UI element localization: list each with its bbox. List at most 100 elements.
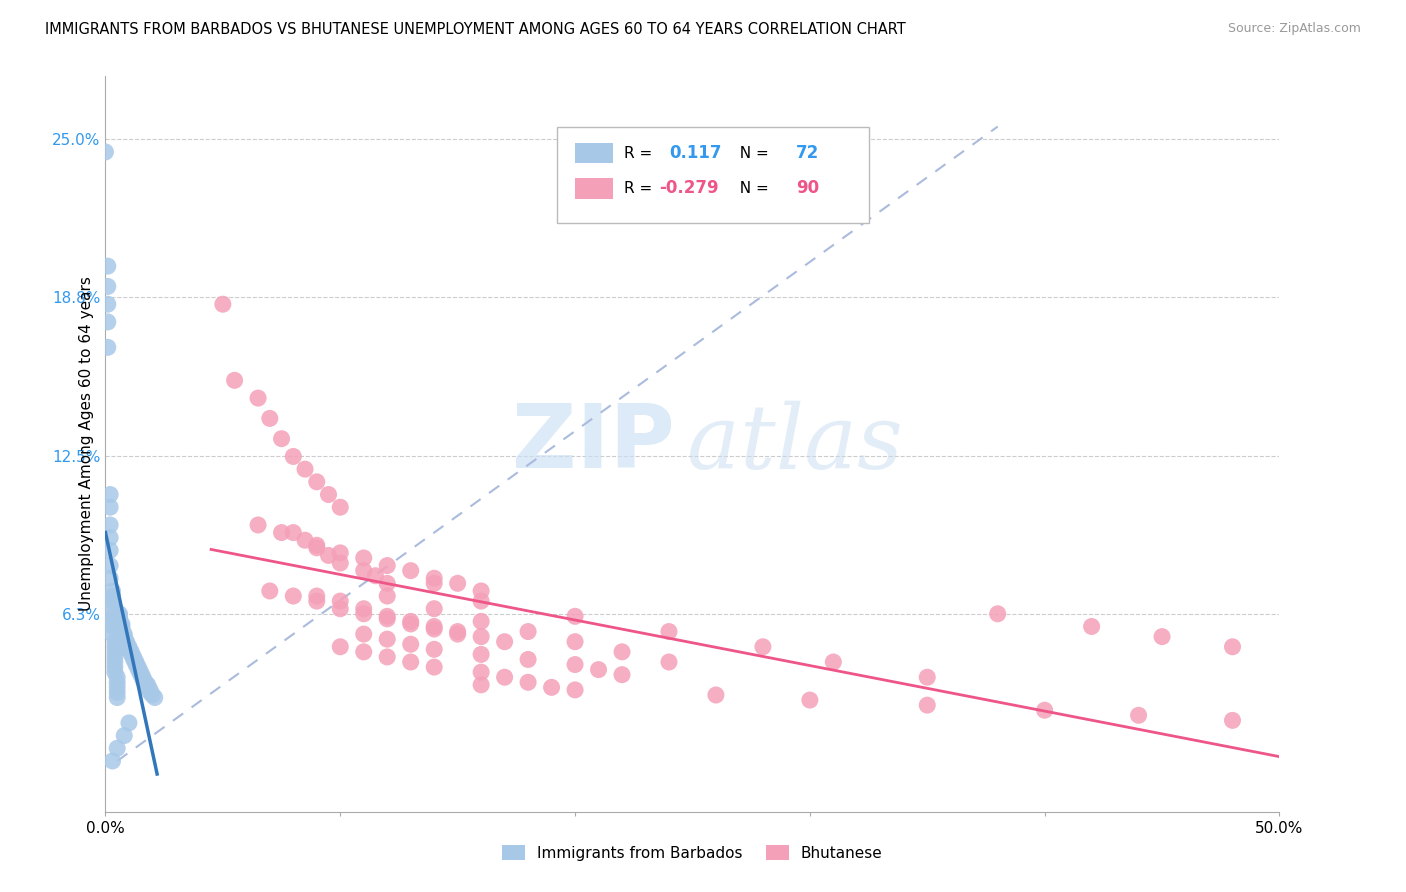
Point: [108, 612, 131, 626]
Point: [98, 531, 121, 545]
Point: [101, 589, 124, 603]
Point: [125, 657, 148, 672]
Point: [423, 601, 446, 615]
Point: [1128, 708, 1150, 723]
Point: [399, 637, 422, 651]
Y-axis label: Unemployment Among Ages 60 to 64 years: Unemployment Among Ages 60 to 64 years: [79, 277, 94, 611]
Point: [141, 688, 163, 702]
Point: [98, 500, 121, 515]
Point: [799, 693, 821, 707]
Point: [470, 583, 492, 598]
Point: [108, 615, 131, 629]
Point: [1222, 714, 1244, 728]
Point: [353, 607, 375, 621]
Point: [98, 518, 121, 533]
Point: [101, 754, 124, 768]
Point: [270, 432, 292, 446]
Point: [375, 589, 398, 603]
Point: [470, 630, 492, 644]
Point: [120, 648, 142, 662]
Point: [494, 670, 516, 684]
Point: [98, 487, 121, 501]
Point: [127, 663, 149, 677]
Point: [259, 583, 281, 598]
Point: [917, 670, 939, 684]
Point: [112, 630, 135, 644]
Text: N =: N =: [730, 181, 773, 196]
Point: [211, 297, 233, 311]
Point: [97, 315, 120, 329]
Point: [101, 594, 124, 608]
Point: [517, 624, 540, 639]
Point: [588, 663, 610, 677]
FancyBboxPatch shape: [575, 178, 613, 199]
Point: [399, 615, 422, 629]
Point: [517, 675, 540, 690]
Point: [118, 642, 141, 657]
Point: [364, 568, 387, 582]
Point: [375, 632, 398, 647]
Point: [104, 660, 127, 674]
Point: [283, 525, 305, 540]
Point: [329, 546, 352, 560]
Point: [105, 681, 128, 695]
Point: [447, 627, 470, 641]
Point: [423, 622, 446, 636]
Point: [917, 698, 939, 713]
Point: [115, 634, 138, 648]
Point: [108, 607, 131, 621]
Point: [97, 259, 120, 273]
Legend: Immigrants from Barbados, Bhutanese: Immigrants from Barbados, Bhutanese: [496, 838, 889, 867]
Point: [564, 609, 586, 624]
Point: [270, 525, 292, 540]
Text: Source: ZipAtlas.com: Source: ZipAtlas.com: [1227, 22, 1361, 36]
Point: [399, 564, 422, 578]
Text: 72: 72: [796, 145, 820, 162]
Point: [143, 690, 166, 705]
Point: [353, 627, 375, 641]
Point: [823, 655, 845, 669]
Point: [305, 594, 328, 608]
Point: [129, 667, 152, 681]
Point: [1080, 619, 1102, 633]
Point: [375, 612, 398, 626]
Point: [305, 541, 328, 555]
Point: [329, 640, 352, 654]
Point: [97, 340, 120, 354]
Point: [98, 558, 121, 573]
Point: [132, 670, 155, 684]
Point: [610, 645, 633, 659]
Point: [101, 615, 124, 629]
Point: [132, 673, 155, 687]
Point: [375, 576, 398, 591]
Text: ZIP: ZIP: [512, 401, 675, 487]
Point: [105, 690, 128, 705]
Point: [122, 649, 145, 664]
Point: [305, 589, 328, 603]
Point: [353, 551, 375, 566]
Point: [139, 685, 162, 699]
Point: [658, 655, 681, 669]
Point: [329, 500, 352, 515]
Text: N =: N =: [730, 145, 773, 161]
Point: [610, 667, 633, 681]
Point: [540, 681, 562, 695]
Point: [987, 607, 1010, 621]
Point: [105, 685, 128, 699]
Point: [564, 657, 586, 672]
Point: [564, 634, 586, 648]
Point: [125, 655, 148, 669]
Point: [101, 601, 124, 615]
Point: [353, 601, 375, 615]
Point: [101, 609, 124, 624]
Point: [224, 373, 246, 387]
Point: [101, 619, 124, 633]
Point: [259, 411, 281, 425]
Text: 90: 90: [796, 179, 818, 197]
Point: [98, 571, 121, 585]
Point: [136, 678, 159, 692]
Point: [283, 589, 305, 603]
FancyBboxPatch shape: [557, 128, 869, 223]
Point: [494, 634, 516, 648]
Point: [111, 619, 134, 633]
